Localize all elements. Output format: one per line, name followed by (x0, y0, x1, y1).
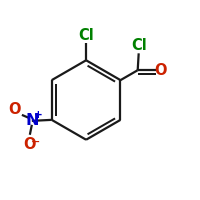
Text: Cl: Cl (78, 28, 94, 43)
Text: +: + (33, 110, 42, 120)
Text: O: O (154, 63, 166, 78)
Text: N: N (25, 113, 39, 128)
Text: O: O (24, 137, 36, 152)
Text: −: − (31, 137, 40, 147)
Text: O: O (9, 102, 21, 117)
Text: Cl: Cl (131, 38, 147, 53)
